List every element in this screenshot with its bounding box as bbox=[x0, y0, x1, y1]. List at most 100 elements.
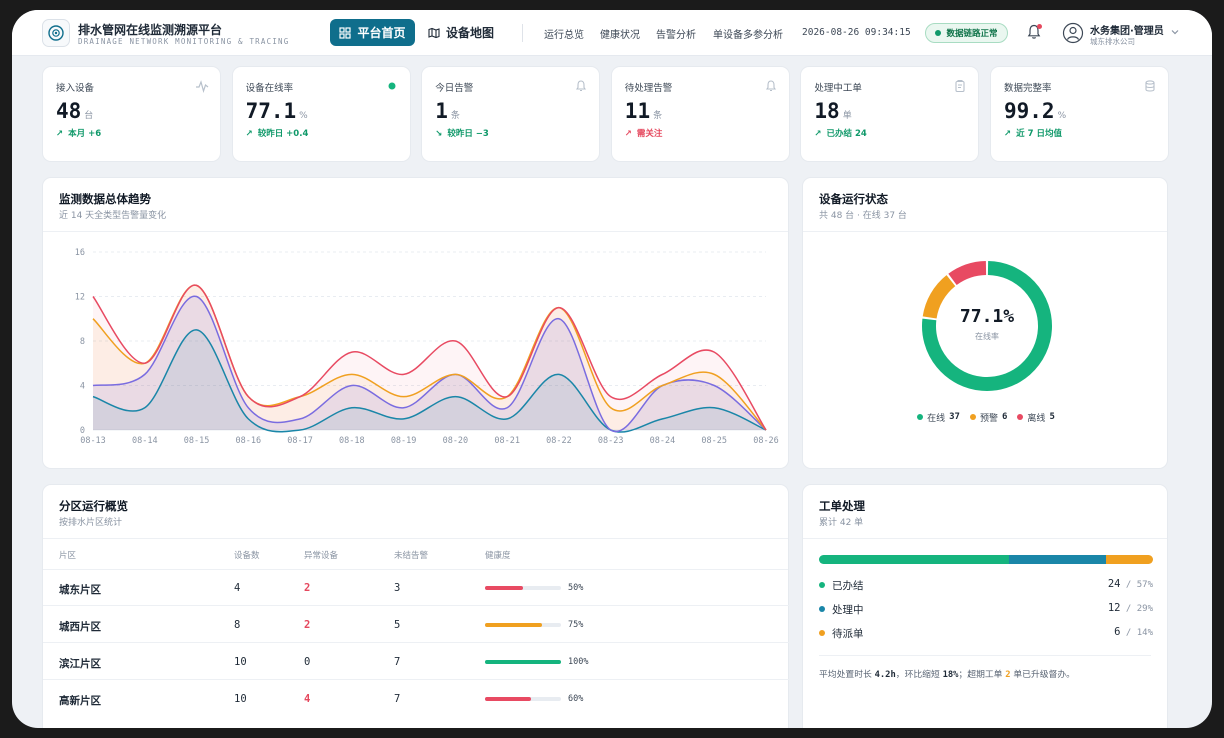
bell-icon bbox=[576, 80, 587, 92]
work-order-count: 6 / 14% bbox=[1114, 626, 1153, 638]
work-order-count: 24 / 57% bbox=[1108, 578, 1153, 590]
kpi-delta-text: 需关注 bbox=[636, 129, 663, 139]
kpi-card[interactable]: 今日告警 1 条 ↘ 较昨日 −3 bbox=[421, 66, 601, 162]
work-order-status-label: 处理中 bbox=[832, 604, 864, 616]
chevron-down-icon[interactable] bbox=[1170, 27, 1180, 37]
y-tick-label: 8 bbox=[80, 337, 85, 347]
map-icon bbox=[428, 27, 440, 38]
kpi-card[interactable]: 待处理告警 11 条 ↗ 需关注 bbox=[610, 66, 790, 162]
status-dot-icon bbox=[935, 30, 942, 36]
subnav-health[interactable]: 健康状况 bbox=[600, 30, 640, 41]
stacked-bar-segment bbox=[819, 555, 1010, 564]
divider bbox=[803, 231, 1167, 232]
online-rate-donut[interactable] bbox=[917, 256, 1057, 396]
nav-home-button[interactable]: 平台首页 bbox=[330, 19, 415, 46]
kpi-number: 18 bbox=[814, 99, 840, 123]
x-tick-label: 08-24 bbox=[650, 436, 676, 446]
kpi-unit: 条 bbox=[653, 111, 663, 121]
device-status-card: 设备运行状态 共 48 台 · 在线 37 台 77.1% 在线率 在线 37 预警… bbox=[802, 177, 1168, 469]
grid-icon bbox=[339, 26, 352, 39]
legend-item[interactable]: 在线 37 bbox=[917, 411, 960, 424]
arrow-up-right-icon: ↗ bbox=[245, 129, 253, 139]
subnav-overview[interactable]: 运行总览 bbox=[544, 30, 584, 41]
kpi-label: 数据完整率 bbox=[1004, 83, 1052, 94]
table-row[interactable]: 高新片区 10 4 7 60% bbox=[43, 680, 790, 717]
work-order-stacked-bar bbox=[819, 555, 1153, 564]
kpi-delta-text: 较昨日 −3 bbox=[447, 129, 489, 139]
donut-center-label: 在线率 bbox=[975, 332, 999, 341]
note-improvement: 18% bbox=[942, 670, 959, 680]
trend-chart[interactable]: 0 4 8 12 16 08-13 08-14 08-15 08-16 08-17 08-18 08-… bbox=[43, 234, 790, 464]
status-dot-icon bbox=[819, 582, 825, 588]
kpi-delta: ↗ 近 7 日均值 bbox=[1004, 127, 1062, 139]
table-row[interactable]: 城西片区 8 2 5 75% bbox=[43, 606, 790, 643]
notification-bell-icon[interactable] bbox=[1025, 23, 1043, 41]
logo[interactable] bbox=[42, 19, 70, 47]
kpi-delta: ↘ 较昨日 −3 bbox=[435, 127, 489, 139]
count-percent: 57% bbox=[1136, 580, 1153, 590]
note-mid2: ；超期工单 bbox=[958, 670, 1003, 680]
health-percent: 75% bbox=[568, 620, 584, 630]
donut-segment[interactable] bbox=[922, 261, 1052, 391]
kpi-value: 48 台 bbox=[56, 99, 93, 123]
work-order-count: 12 / 29% bbox=[1108, 602, 1153, 614]
note-overdue-count: 2 bbox=[1005, 670, 1011, 680]
x-tick-label: 08-14 bbox=[132, 436, 158, 446]
count-percent: 29% bbox=[1136, 604, 1153, 614]
x-tick-label: 08-26 bbox=[753, 436, 779, 446]
app-title: 排水管网在线监测溯源平台 bbox=[78, 23, 223, 37]
arrow-up-right-icon: ↗ bbox=[1004, 129, 1012, 139]
donut-center-value: 77.1% bbox=[959, 306, 1015, 327]
y-tick-label: 4 bbox=[80, 382, 85, 392]
activity-icon bbox=[196, 80, 209, 93]
legend-item[interactable]: 预警 6 bbox=[969, 411, 1007, 424]
table-row[interactable]: 城东片区 4 2 3 50% bbox=[43, 569, 790, 606]
separator: / bbox=[1120, 604, 1137, 614]
kpi-card[interactable]: 设备在线率 77.1% ↗ 较昨日 +0.4 bbox=[231, 66, 411, 162]
district-name: 高新片区 bbox=[59, 695, 101, 707]
kpi-number: 99.2 bbox=[1004, 99, 1055, 123]
health-bar-fill bbox=[485, 697, 531, 701]
device-count: 8 bbox=[234, 619, 241, 631]
divider bbox=[43, 538, 788, 539]
health-bar bbox=[485, 623, 561, 627]
x-tick-label: 08-23 bbox=[598, 436, 624, 446]
y-tick-label: 0 bbox=[80, 426, 85, 436]
health-percent: 60% bbox=[568, 694, 584, 704]
x-tick-label: 08-16 bbox=[236, 436, 262, 446]
donut-segment[interactable] bbox=[922, 275, 956, 319]
note-mid: ，环比缩短 bbox=[895, 670, 940, 680]
donut-segment[interactable] bbox=[948, 261, 987, 286]
subnav-device-params[interactable]: 单设备多参分析 bbox=[713, 30, 783, 41]
legend-item[interactable]: 离线 5 bbox=[1017, 411, 1055, 424]
y-tick-label: 16 bbox=[75, 248, 85, 258]
abnormal-count: 4 bbox=[304, 693, 311, 705]
nav-map-button[interactable]: 设备地图 bbox=[428, 19, 498, 46]
kpi-card[interactable]: 接入设备 48 台 ↗ 本月 +6 bbox=[42, 66, 221, 162]
user-name[interactable]: 水务集团·管理员 bbox=[1090, 26, 1164, 37]
device-count: 10 bbox=[234, 693, 247, 705]
kpi-number: 48 bbox=[56, 99, 82, 123]
top-bar: 排水管网在线监测溯源平台 DRAINAGE NETWORK MONITORING… bbox=[12, 10, 1212, 56]
abnormal-count: 2 bbox=[304, 619, 311, 631]
list-item[interactable]: 已办结 24 / 57% bbox=[819, 578, 1153, 592]
link-status-badge: 数据链路正常 bbox=[925, 23, 1008, 43]
series-area bbox=[93, 285, 766, 430]
list-item[interactable]: 处理中 12 / 29% bbox=[819, 602, 1153, 616]
table-row[interactable]: 滨江片区 10 0 7 100% bbox=[43, 643, 790, 680]
list-item[interactable]: 待派单 6 / 14% bbox=[819, 626, 1153, 640]
divider bbox=[819, 655, 1151, 656]
database-icon bbox=[1145, 80, 1155, 92]
nav-divider bbox=[522, 24, 523, 42]
avatar-icon[interactable] bbox=[1062, 22, 1084, 44]
subnav-alarm-analysis[interactable]: 告警分析 bbox=[656, 30, 696, 41]
kpi-card[interactable]: 处理中工单 18 单 ↗ 已办结 24 bbox=[800, 66, 980, 162]
kpi-card[interactable]: 数据完整率 99.2% ↗ 近 7 日均值 bbox=[990, 66, 1169, 162]
kpi-unit: % bbox=[299, 111, 308, 121]
trend-card-title: 监测数据总体趋势 bbox=[59, 192, 151, 206]
abnormal-count: 2 bbox=[304, 582, 311, 594]
datetime: 2026-08-26 09:34:15 bbox=[802, 27, 911, 38]
note-avg-time: 4.2h bbox=[874, 670, 896, 680]
separator: / bbox=[1120, 628, 1137, 638]
